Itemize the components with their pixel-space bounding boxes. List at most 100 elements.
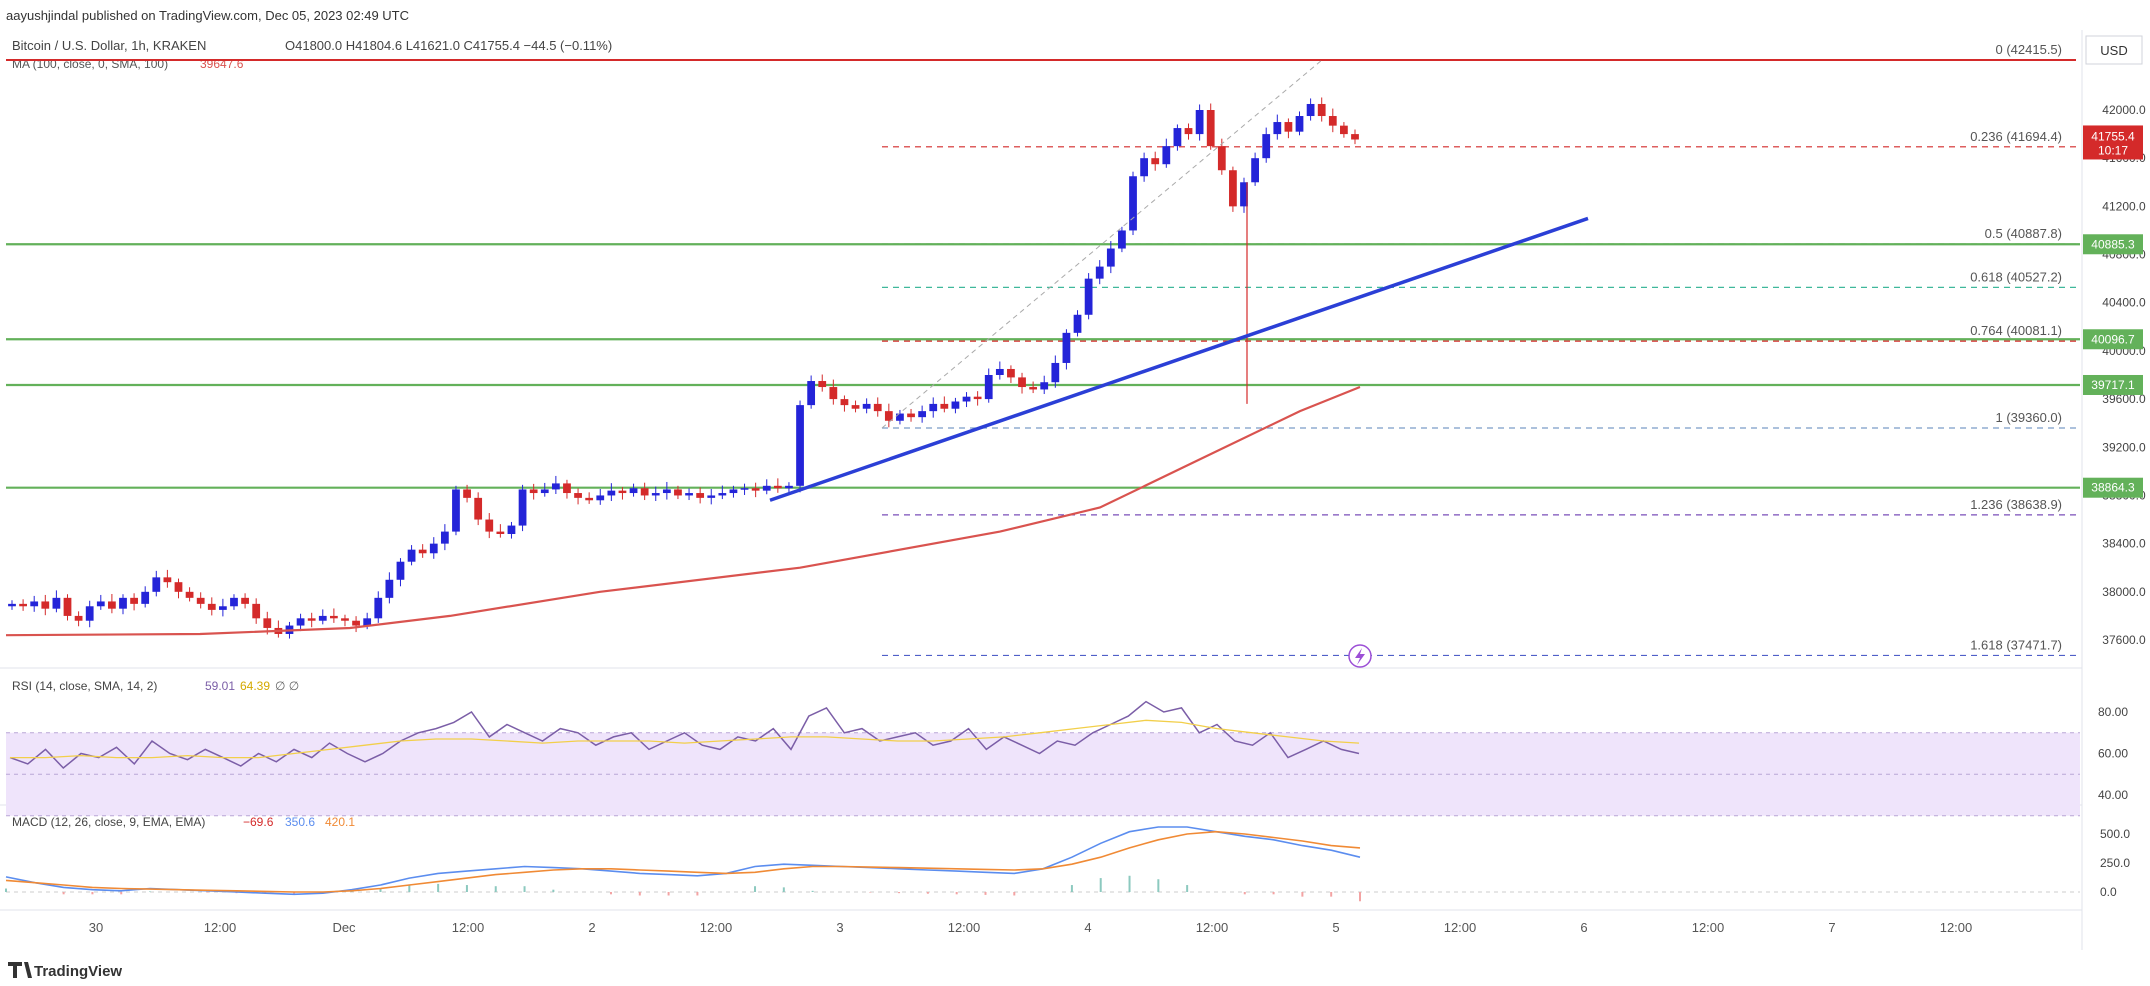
macd-label: MACD (12, 26, close, 9, EMA, EMA) bbox=[12, 815, 205, 829]
candle bbox=[596, 488, 605, 505]
candle bbox=[130, 593, 138, 611]
level-badge bbox=[2083, 477, 2143, 498]
candle bbox=[585, 492, 594, 504]
candle bbox=[407, 545, 416, 566]
candle bbox=[41, 594, 50, 616]
time-tick-label: 12:00 bbox=[1692, 920, 1725, 935]
time-tick-label: 4 bbox=[1084, 920, 1091, 935]
candle-body bbox=[762, 485, 771, 491]
candle bbox=[873, 397, 882, 417]
candle-body bbox=[1118, 230, 1126, 249]
rsi-tick-label: 40.00 bbox=[2098, 788, 2128, 802]
candle-body bbox=[1095, 266, 1104, 279]
candle bbox=[418, 544, 427, 558]
candle-body bbox=[884, 411, 893, 421]
price-tick-label: 37600.0 bbox=[2102, 633, 2146, 647]
time-tick-label: 12:00 bbox=[700, 920, 733, 935]
level-badge-label: 40096.7 bbox=[2091, 332, 2135, 346]
candle-body bbox=[1084, 278, 1093, 315]
candle bbox=[995, 361, 1004, 380]
candle bbox=[1084, 273, 1093, 320]
candle bbox=[607, 483, 616, 501]
candle bbox=[884, 403, 893, 428]
candle-body bbox=[119, 597, 127, 609]
fib-level-label: 0.5 (40887.8) bbox=[1985, 226, 2062, 241]
footer-brand: TradingView bbox=[34, 963, 122, 980]
time-tick-label: 12:00 bbox=[1196, 920, 1229, 935]
candle-body bbox=[818, 381, 827, 388]
candle bbox=[185, 587, 194, 602]
candle-body bbox=[662, 489, 671, 494]
candle bbox=[940, 396, 949, 413]
candle bbox=[318, 609, 327, 625]
time-tick-label: 3 bbox=[836, 920, 843, 935]
candle-body bbox=[185, 591, 194, 598]
candle-body bbox=[1195, 110, 1204, 135]
level-badge bbox=[2083, 374, 2143, 395]
candle-body bbox=[574, 493, 582, 498]
candle-body bbox=[263, 618, 272, 628]
candle bbox=[1217, 138, 1226, 175]
candle bbox=[274, 620, 283, 638]
price-tick-label: 38400.0 bbox=[2102, 537, 2146, 551]
candle-body bbox=[962, 396, 971, 402]
candle bbox=[707, 488, 716, 505]
time-tick-label: 30 bbox=[89, 920, 103, 935]
candle bbox=[729, 485, 738, 498]
candle-body bbox=[1140, 158, 1149, 177]
countdown-label: 10:17 bbox=[2098, 143, 2128, 157]
moving-average-line bbox=[5, 385, 1361, 637]
level-badge bbox=[2083, 234, 2143, 255]
candle-body bbox=[385, 579, 394, 598]
macd-pane: 500.0 250.0 0.0 bbox=[5, 826, 2130, 902]
fib-level-label: 1.236 (38638.9) bbox=[1970, 497, 2062, 512]
last-price-badge bbox=[2083, 125, 2143, 160]
candle-body bbox=[1029, 387, 1038, 390]
time-tick-label: 12:00 bbox=[204, 920, 237, 935]
candle-body bbox=[174, 582, 183, 592]
candle bbox=[785, 482, 793, 494]
time-tick-label: 6 bbox=[1580, 920, 1587, 935]
candle-body bbox=[485, 519, 494, 532]
candle bbox=[1206, 103, 1215, 150]
candle bbox=[651, 486, 660, 501]
currency-box[interactable] bbox=[2085, 35, 2143, 65]
candle bbox=[1284, 118, 1293, 139]
candle bbox=[152, 570, 161, 597]
candle-body bbox=[329, 615, 338, 619]
alert-icon[interactable] bbox=[1348, 644, 1372, 668]
candle-body bbox=[518, 489, 527, 526]
candle-body bbox=[1007, 368, 1015, 378]
candle-body bbox=[1317, 103, 1326, 117]
candle-body bbox=[130, 597, 138, 604]
candle bbox=[851, 400, 860, 413]
candle bbox=[296, 613, 305, 632]
candle bbox=[207, 597, 216, 616]
candle-body bbox=[1217, 146, 1226, 171]
candle bbox=[696, 487, 705, 504]
ohlc-text: O41800.0 H41804.6 L41621.0 C41755.4 −44.… bbox=[285, 38, 612, 53]
candle bbox=[674, 485, 682, 500]
candle bbox=[1018, 372, 1026, 394]
candle-body bbox=[1340, 125, 1348, 135]
rsi-label: RSI (14, close, SMA, 14, 2) bbox=[12, 679, 157, 693]
candle bbox=[540, 482, 549, 497]
candle-body bbox=[951, 401, 960, 409]
candle-body bbox=[252, 603, 261, 619]
candle-body bbox=[30, 601, 39, 607]
candle-body bbox=[407, 549, 416, 562]
candle bbox=[984, 368, 993, 403]
candle-body bbox=[618, 490, 627, 494]
candle-body bbox=[307, 618, 316, 621]
candle-body bbox=[1273, 122, 1282, 135]
candle bbox=[241, 593, 249, 609]
candle bbox=[19, 599, 27, 611]
candle-body bbox=[629, 488, 638, 494]
fib-level-label: 0.764 (40081.1) bbox=[1970, 323, 2062, 338]
candle-body bbox=[196, 597, 205, 604]
candle bbox=[440, 524, 449, 551]
candle-body bbox=[1129, 176, 1137, 231]
candle bbox=[507, 521, 516, 539]
candle-body bbox=[829, 387, 838, 400]
